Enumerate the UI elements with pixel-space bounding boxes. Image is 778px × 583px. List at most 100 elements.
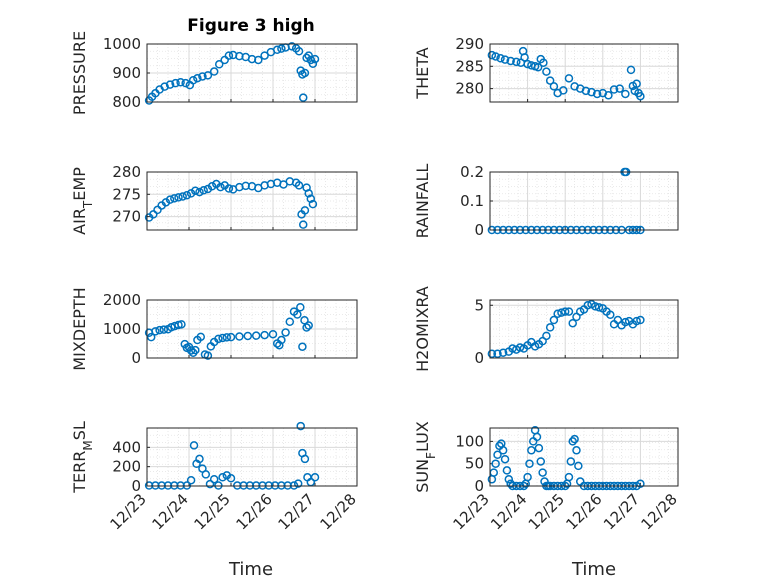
data-point (500, 55, 510, 64)
data-point (260, 330, 269, 340)
subplot-6: 0 5 H2OMIXRA (413, 286, 679, 372)
data-point (182, 190, 192, 200)
data-point (281, 328, 290, 337)
y-tick-label: 100 (455, 432, 484, 450)
data-point (159, 325, 169, 334)
data-point (587, 87, 596, 97)
data-point (171, 78, 180, 88)
data-point (195, 454, 204, 464)
data-point (216, 182, 225, 192)
y-tick-label: 280 (112, 163, 141, 181)
data-point (591, 302, 600, 311)
data-point (214, 60, 224, 69)
data-point (581, 86, 591, 96)
data-point (515, 343, 525, 352)
y-axis-label: TERRMSL (70, 421, 95, 494)
data-point (191, 186, 200, 195)
data-point (298, 342, 307, 351)
data-point (177, 320, 186, 329)
data-point (572, 446, 581, 455)
data-point (193, 73, 202, 83)
x-tick-label: 12/27 (600, 490, 643, 533)
axes-frame (489, 171, 679, 231)
data-point (500, 454, 510, 464)
data-point (174, 193, 183, 202)
data-point (491, 459, 500, 468)
data-point (207, 182, 217, 191)
data-point (161, 198, 171, 207)
data-point (300, 454, 310, 464)
data-point (626, 65, 636, 75)
data-point (224, 51, 234, 60)
data-point (636, 315, 645, 325)
data-point (186, 475, 196, 485)
y-tick-label: 2000 (103, 291, 141, 309)
data-point (502, 466, 512, 475)
data-point (302, 53, 311, 63)
data-point (235, 332, 244, 341)
subplot-1: 800 900 1000 PRESSURE (70, 31, 358, 115)
data-point (632, 79, 641, 88)
y-tick-label: 0 (474, 349, 484, 367)
data-point (160, 82, 169, 91)
data-point (251, 331, 261, 340)
x-tick-label: 12/28 (638, 490, 681, 533)
data-point (491, 52, 500, 61)
data-point (594, 303, 604, 312)
axes-frame (489, 43, 679, 103)
data-point (300, 206, 310, 215)
data-point (542, 331, 551, 341)
data-point (621, 317, 630, 327)
axes-frame (146, 43, 358, 103)
data-point (181, 78, 190, 88)
data-point (203, 351, 213, 360)
y-tick-label: 800 (112, 93, 141, 111)
y-axis-label: PRESSURE (70, 31, 89, 115)
data-point (534, 443, 544, 453)
data-point (277, 335, 286, 345)
data-point (189, 441, 199, 450)
y-tick-label: 0 (474, 477, 484, 495)
data-point (220, 55, 229, 65)
data-point (146, 332, 156, 342)
axes-frame (146, 171, 358, 231)
data-point (196, 332, 206, 342)
data-point (188, 76, 198, 85)
data-point (272, 45, 282, 55)
data-point (308, 199, 318, 209)
data-point (532, 432, 542, 442)
data-point (498, 348, 508, 357)
data-point (523, 472, 532, 482)
data-point (512, 57, 521, 67)
data-point (178, 192, 187, 201)
axes-frame (489, 299, 679, 359)
data-point (564, 472, 574, 482)
data-point (201, 470, 211, 479)
y-tick-label: 285 (455, 57, 484, 75)
data-point (218, 333, 227, 343)
data-point (564, 307, 574, 316)
data-point (226, 474, 236, 483)
data-point (170, 194, 179, 203)
data-point (149, 210, 158, 219)
y-axis-label: RAINFALL (413, 164, 432, 239)
data-point (300, 316, 309, 325)
axes-frame (489, 427, 679, 487)
y-tick-label: 900 (112, 64, 141, 82)
data-point (155, 325, 164, 335)
data-point (493, 450, 502, 460)
data-point (574, 461, 583, 471)
data-point (520, 53, 529, 62)
data-point (296, 303, 305, 312)
data-point (604, 91, 613, 100)
data-point (304, 51, 313, 60)
data-point (275, 340, 284, 350)
data-point (539, 58, 548, 67)
data-point (218, 473, 227, 482)
y-tick-label: 0.1 (460, 192, 484, 210)
data-point (506, 56, 515, 66)
x-axis-label-right: Time (571, 559, 616, 580)
data-point (224, 184, 234, 193)
data-point (203, 184, 213, 194)
